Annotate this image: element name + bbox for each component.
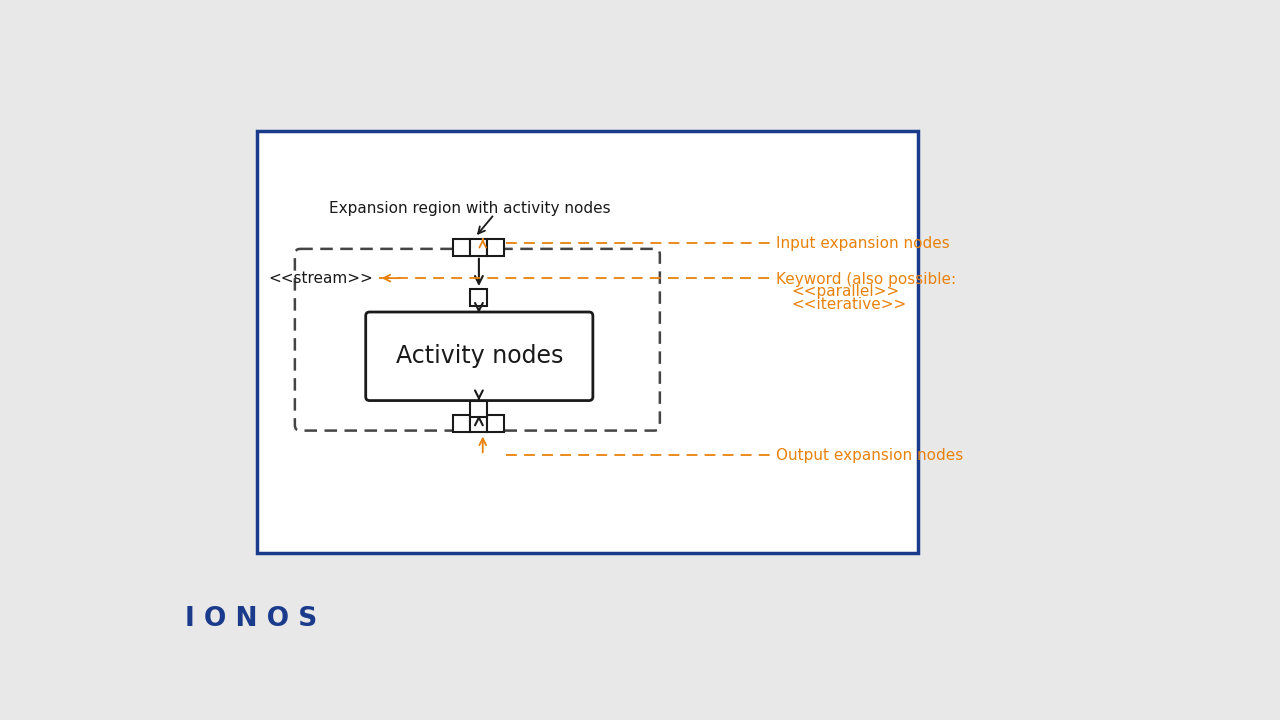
Bar (471, 289, 488, 306)
Bar (471, 239, 488, 256)
FancyBboxPatch shape (366, 312, 593, 400)
Bar (453, 239, 471, 256)
Text: I O N O S: I O N O S (184, 606, 317, 632)
Bar (488, 415, 504, 432)
Bar (471, 400, 488, 418)
FancyBboxPatch shape (257, 131, 918, 553)
Bar (471, 415, 488, 432)
Text: Input expansion nodes: Input expansion nodes (776, 236, 950, 251)
Text: <<iterative>>: <<iterative>> (791, 297, 906, 312)
Text: Expansion region with activity nodes: Expansion region with activity nodes (329, 201, 611, 215)
Text: Activity nodes: Activity nodes (396, 344, 563, 369)
Text: <<parallel>>: <<parallel>> (791, 284, 900, 300)
Text: <<stream>>: <<stream>> (268, 271, 372, 286)
Bar (488, 239, 504, 256)
Text: Output expansion nodes: Output expansion nodes (776, 448, 964, 463)
Bar (453, 415, 471, 432)
Text: Keyword (also possible:: Keyword (also possible: (776, 272, 956, 287)
